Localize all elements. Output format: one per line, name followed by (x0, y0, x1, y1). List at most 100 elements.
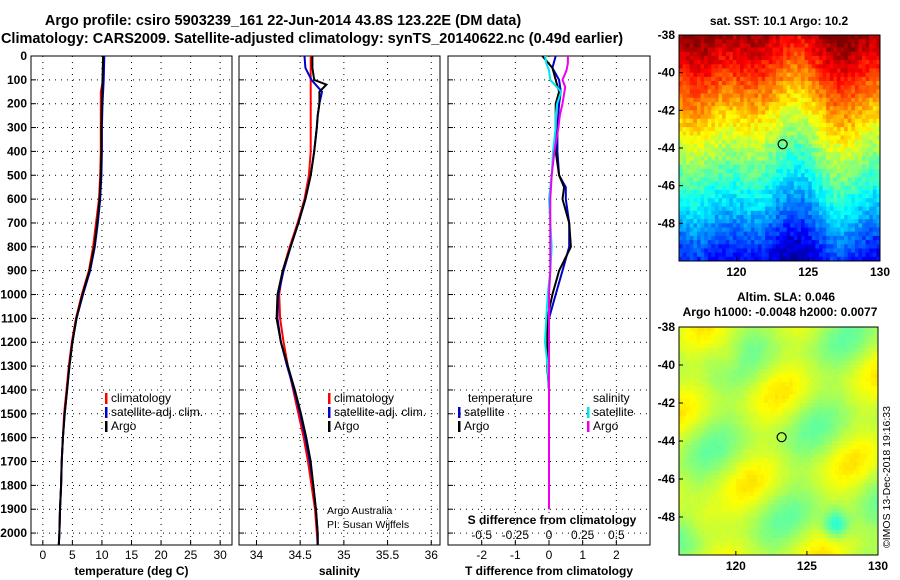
sst-cell (743, 51, 748, 57)
sst-cell (826, 43, 831, 48)
sst-cell (750, 164, 755, 170)
sst-cell (840, 93, 845, 99)
sla-cell (828, 343, 833, 349)
sst-cell (772, 101, 777, 107)
sst-cell (707, 39, 712, 44)
sst-cell (725, 35, 730, 40)
sla-cell (732, 348, 737, 353)
sst-cell (801, 47, 806, 53)
sst-cell (847, 194, 852, 199)
sla-cell (739, 415, 744, 421)
sst-cell (750, 106, 755, 111)
sst-cell (793, 181, 798, 187)
sst-cell (729, 210, 734, 216)
sla-cell (835, 390, 840, 395)
sst-cell (718, 122, 723, 128)
sla-cell (757, 377, 762, 383)
sst-cell (725, 177, 730, 182)
sst-cell (693, 173, 698, 178)
sla-cell (750, 352, 755, 357)
sst-cell (858, 131, 863, 136)
sst-cell (729, 139, 734, 145)
sst-cell (718, 168, 723, 174)
sst-cell (696, 244, 701, 249)
sla-cell (846, 394, 850, 400)
sst-cell (686, 240, 691, 245)
sla-cell (806, 365, 811, 370)
sst-cell (786, 64, 791, 69)
sst-cell (836, 101, 841, 107)
diff-xtick-label: 0 (546, 548, 553, 562)
sst-cell (862, 81, 867, 86)
sst-cell (750, 51, 755, 57)
sst-cell (829, 64, 834, 69)
sla-cell (718, 403, 723, 408)
sla-cell (760, 428, 765, 433)
sla-cell (814, 394, 818, 400)
sst-cell (743, 55, 748, 61)
sla-cell (742, 356, 747, 362)
sst-cell (872, 64, 877, 69)
sst-cell (876, 244, 881, 249)
sst-cell (747, 101, 752, 107)
sst-cell (740, 168, 745, 174)
sst-cell (826, 240, 831, 245)
sst-cell (779, 252, 784, 258)
sla-cell (796, 390, 801, 395)
sst-cell (851, 122, 856, 128)
sla-cell (792, 424, 797, 429)
sla-cell (760, 335, 765, 341)
sla-cell (838, 348, 843, 353)
sla-cell (782, 381, 786, 387)
sst-cell (736, 219, 741, 224)
sla-cell (718, 331, 723, 336)
sst-cell (757, 72, 762, 78)
sla-cell (821, 432, 826, 438)
sst-cell (865, 135, 870, 141)
sla-cell (757, 327, 762, 332)
sst-cell (718, 89, 723, 94)
sst-cell (693, 156, 698, 161)
sla-cell (742, 441, 747, 446)
sst-cell (747, 244, 752, 249)
sst-cell (750, 219, 755, 224)
sst-cell (743, 89, 748, 94)
sla-cell (714, 411, 719, 417)
sst-cell (811, 72, 816, 78)
sst-cell (722, 248, 727, 254)
sla-cell (842, 411, 847, 417)
sst-cell (851, 219, 856, 224)
sla-cell (728, 428, 733, 433)
sla-cell (760, 398, 765, 404)
sst-cell (729, 235, 734, 241)
sst-cell (722, 160, 727, 166)
sla-cell (735, 394, 740, 400)
sla-cell (753, 377, 758, 383)
sla-cell (764, 407, 769, 412)
sla-cell (814, 365, 818, 370)
sla-cell (764, 360, 769, 366)
sst-cell (797, 55, 802, 61)
sla-cell (842, 360, 847, 366)
sst-cell (797, 106, 802, 111)
sst-cell (740, 206, 745, 212)
sst-cell (822, 114, 827, 120)
sla-cell (760, 411, 765, 417)
sst-cell (854, 68, 859, 74)
sst-cell (686, 47, 691, 53)
sst-cell (826, 173, 831, 178)
sst-cell (869, 168, 874, 174)
sst-cell (811, 164, 816, 170)
sst-cell (707, 248, 712, 254)
sst-cell (765, 72, 770, 78)
sla-cell (803, 373, 808, 379)
sst-cell (793, 81, 798, 86)
sst-cell (765, 235, 770, 241)
sst-cell (876, 85, 881, 90)
sst-cell (682, 156, 687, 161)
sst-cell (833, 135, 838, 141)
sst-cell (797, 122, 802, 128)
sst-cell (872, 223, 877, 228)
sst-cell (714, 101, 719, 107)
sst-cell (693, 64, 698, 69)
